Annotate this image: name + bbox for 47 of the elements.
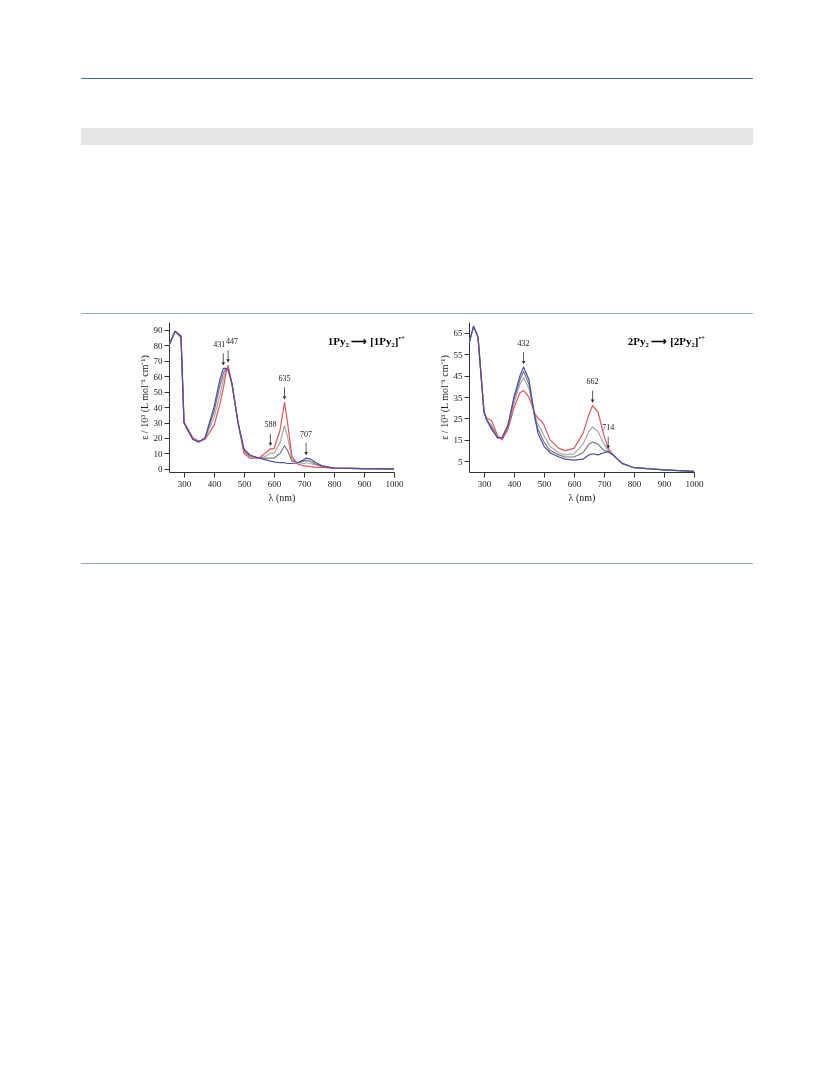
x-tick-label: 800 [627,478,642,489]
annotation: 432 [517,338,530,348]
x-tick-label: 400 [507,478,522,489]
x-tick-label: 400 [207,478,222,489]
y-tick-label: 30 [153,418,163,429]
x-tick-label: 900 [357,478,372,489]
y-tick-label: 65 [453,328,463,339]
y-axis-title: ε / 10³ (L mol⁻¹ cm⁻¹) [138,355,151,440]
x-tick-label: 900 [657,478,672,489]
x-tick-label: 800 [327,478,342,489]
x-tick-label: 600 [567,478,582,489]
y-tick-label: 70 [153,356,163,367]
annotation: 447 [226,336,239,346]
y-tick-label: 10 [153,448,163,459]
y-tick-label: 60 [153,371,163,382]
y-tick-label: 35 [453,392,463,403]
annotation: 707 [300,429,313,439]
y-tick-label: 40 [153,402,163,413]
x-tick-label: 300 [177,478,192,489]
x-axis-title: λ (nm) [568,491,596,504]
annotation: 714 [602,423,615,433]
y-tick-label: 25 [453,413,463,424]
x-tick-label: 500 [237,478,252,489]
y-tick-label: 5 [458,456,463,467]
y-tick-label: 90 [153,325,163,336]
x-tick-label: 1000 [385,478,404,489]
x-tick-label: 1000 [685,478,704,489]
annotation: 635 [278,373,291,383]
annotation: 588 [264,420,277,430]
y-tick-label: 20 [153,433,163,444]
annotation: 662 [586,377,599,387]
x-tick-label: 600 [267,478,282,489]
y-tick-label: 55 [453,349,463,360]
x-tick-label: 500 [537,478,552,489]
x-tick-label: 700 [597,478,612,489]
annotation: 431 [213,339,226,349]
text: 1Py₂ ⟶ [1Py₂]$^{•+}$ [327,334,405,348]
y-tick-label: 15 [453,435,463,446]
y-tick-label: 45 [453,371,463,382]
x-axis-title: λ (nm) [268,491,296,504]
text: 2Py₂ ⟶ [2Py₂]$^{•+}$ [627,334,705,348]
y-tick-label: 0 [158,464,163,475]
y-axis-title: ε / 10³ (L mol⁻¹ cm⁻¹) [438,355,451,440]
x-tick-label: 700 [297,478,312,489]
y-tick-label: 80 [153,340,163,351]
x-tick-label: 300 [477,478,492,489]
y-tick-label: 50 [153,387,163,398]
